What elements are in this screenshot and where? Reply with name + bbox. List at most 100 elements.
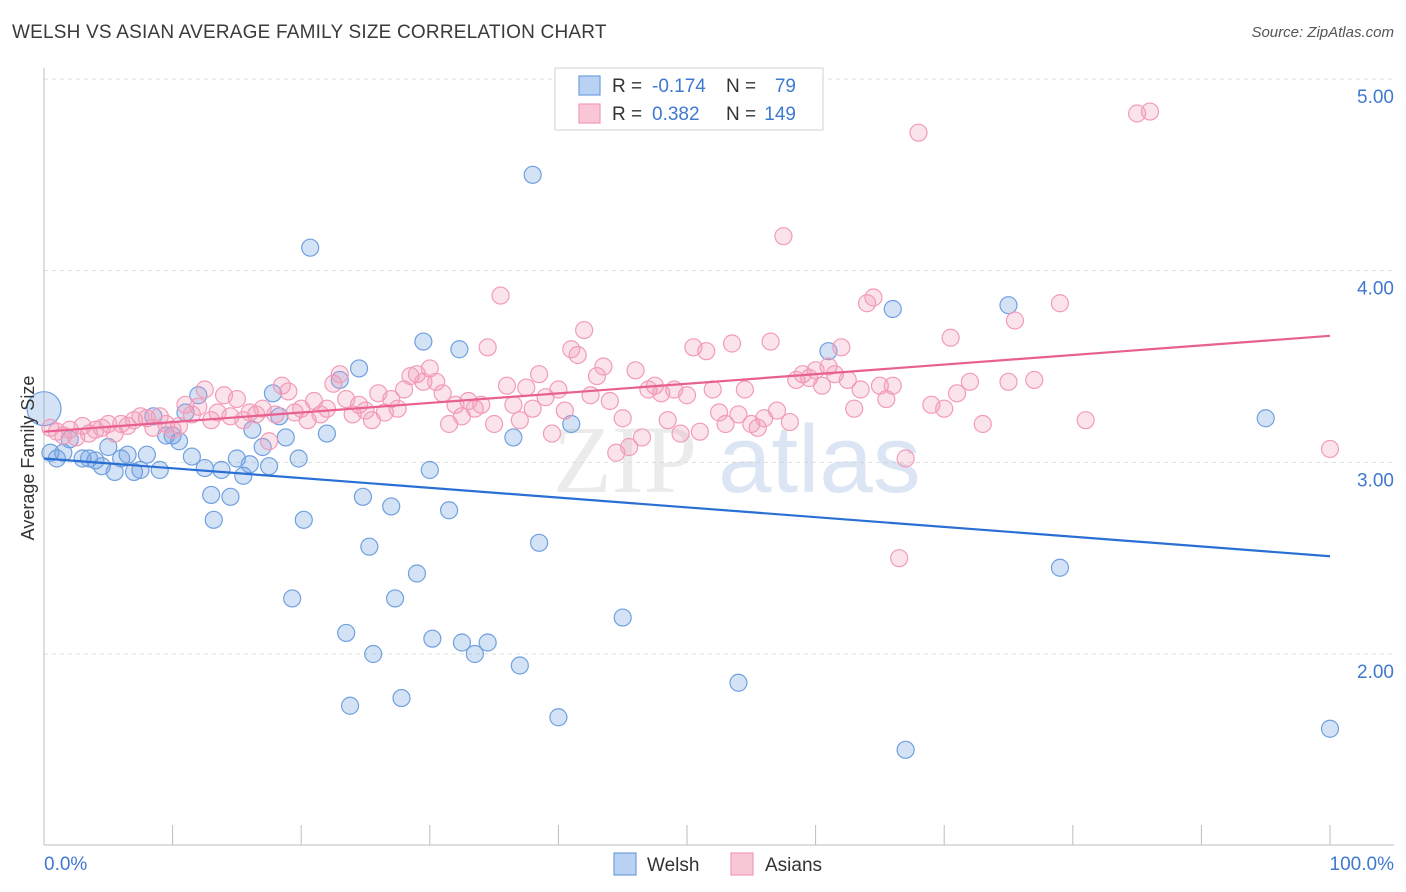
asians-point — [703, 380, 722, 399]
asians-point — [478, 338, 497, 357]
asians-point — [677, 386, 697, 405]
legend-welsh-swatch — [578, 75, 601, 96]
welsh-point — [301, 238, 320, 257]
welsh-point — [1256, 409, 1275, 428]
asians-point — [620, 437, 639, 457]
asians-point — [748, 418, 767, 437]
asians-point — [845, 399, 864, 418]
welsh-point — [289, 449, 308, 468]
asians-point — [1005, 311, 1025, 330]
welsh-point — [1050, 558, 1070, 577]
asians-point — [832, 338, 851, 357]
welsh-point — [465, 644, 484, 664]
welsh-point — [420, 460, 439, 480]
asians-point — [999, 372, 1018, 391]
asians-point — [542, 424, 562, 443]
welsh-point — [150, 460, 169, 480]
welsh-point — [423, 629, 442, 648]
asians-point — [774, 227, 793, 246]
welsh-point — [202, 485, 221, 505]
welsh-point — [523, 165, 542, 184]
asians-point — [549, 380, 568, 399]
asians-point — [909, 123, 928, 142]
legend-welsh-r-label: R = — [612, 76, 642, 97]
asians-point — [890, 549, 909, 568]
asians-point — [1050, 294, 1070, 313]
asians-series — [41, 102, 1340, 568]
legend-welsh-label: Welsh — [647, 855, 699, 876]
x-tick-label-min: 0.0% — [44, 854, 87, 875]
welsh-point — [613, 608, 632, 627]
asians-point — [594, 357, 613, 376]
asians-trendline — [43, 334, 1331, 433]
asians-point — [626, 361, 645, 380]
asians-point — [729, 405, 748, 424]
welsh-point — [530, 533, 549, 552]
welsh-point — [118, 445, 137, 464]
y-tick-label-2: 4.00 — [1357, 279, 1394, 300]
welsh-point — [259, 457, 279, 476]
asians-point — [510, 411, 529, 430]
welsh-trendline — [43, 457, 1331, 558]
asians-point — [960, 372, 980, 391]
legend-asians-n-value: 149 — [764, 104, 796, 125]
welsh-point — [1320, 719, 1340, 738]
asians-point — [497, 376, 517, 395]
y-tick-labels: 2.00 3.00 4.00 5.00 — [1357, 87, 1394, 683]
asians-point — [896, 449, 915, 468]
welsh-point — [407, 564, 427, 583]
legend-asians-n-label: N = — [726, 104, 756, 125]
asians-point — [632, 428, 652, 447]
asians-point — [189, 397, 208, 416]
welsh-point — [131, 460, 150, 480]
asians-point — [472, 395, 491, 414]
legend-asians-r-value: 0.382 — [652, 104, 700, 125]
legend-welsh-r-value: -0.174 — [652, 76, 706, 97]
welsh-point — [360, 537, 379, 556]
asians-point — [722, 334, 742, 353]
asians-point — [259, 432, 279, 451]
legend-welsh-box[interactable] — [613, 852, 637, 876]
asians-point — [973, 414, 992, 434]
source-label: Source: ZipAtlas.com — [1251, 24, 1394, 41]
asians-point — [581, 386, 600, 405]
asians-point — [504, 395, 523, 414]
legend-asians-box[interactable] — [730, 852, 754, 876]
asians-point — [658, 411, 677, 430]
series-legend: Welsh Asians — [613, 852, 822, 876]
asians-point — [491, 286, 510, 305]
asians-point — [883, 376, 902, 395]
asians-point — [761, 332, 780, 351]
welsh-point — [549, 708, 568, 727]
asians-point — [568, 345, 587, 365]
legend-asians-r-label: R = — [612, 104, 642, 125]
welsh-point — [212, 460, 231, 480]
asians-point — [330, 365, 349, 384]
asians-point — [710, 403, 729, 422]
welsh-point — [234, 466, 253, 485]
asians-point — [941, 328, 960, 347]
asians-point — [587, 366, 607, 386]
welsh-point — [317, 424, 337, 443]
asians-point — [1320, 439, 1340, 459]
legend-asians-swatch — [578, 103, 601, 124]
asians-point — [555, 401, 574, 420]
asians-point — [613, 409, 632, 428]
stats-legend: R = -0.174 N = 79 R = 0.382 N = 149 — [554, 67, 824, 131]
asians-point — [851, 380, 870, 399]
welsh-point — [364, 644, 383, 664]
asians-point — [864, 288, 883, 307]
asians-point — [279, 382, 298, 401]
welsh-point — [340, 696, 360, 715]
welsh-point — [729, 673, 748, 692]
watermark-atlas: atlas — [718, 406, 921, 513]
welsh-point — [510, 656, 529, 675]
y-tick-label-1: 3.00 — [1357, 470, 1394, 491]
asians-point — [324, 374, 343, 393]
asians-point — [600, 391, 619, 411]
asians-point — [812, 376, 832, 395]
welsh-point — [221, 487, 240, 506]
welsh-point — [385, 589, 405, 608]
asians-point — [317, 399, 337, 418]
welsh-point — [124, 462, 144, 482]
